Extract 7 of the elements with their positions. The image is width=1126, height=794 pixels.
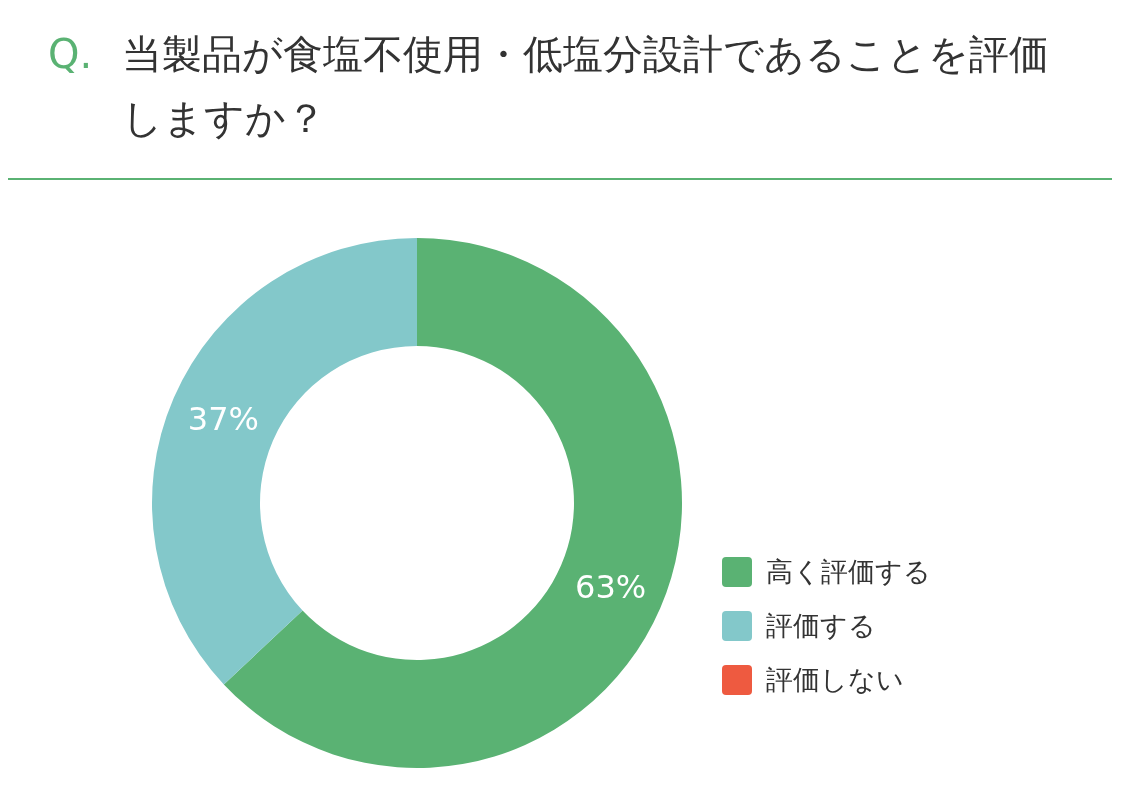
legend-label: 高く評価する [766, 555, 931, 589]
chart-title: Q. 当製品が食塩不使用・低塩分設計であることを評価しますか？ [48, 30, 1050, 143]
legend-label: 評価しない [766, 663, 904, 697]
data-label: 63% [575, 567, 647, 606]
legend-label: 評価する [766, 609, 876, 643]
data-label: 37% [187, 400, 259, 439]
donut-slice [152, 238, 417, 685]
